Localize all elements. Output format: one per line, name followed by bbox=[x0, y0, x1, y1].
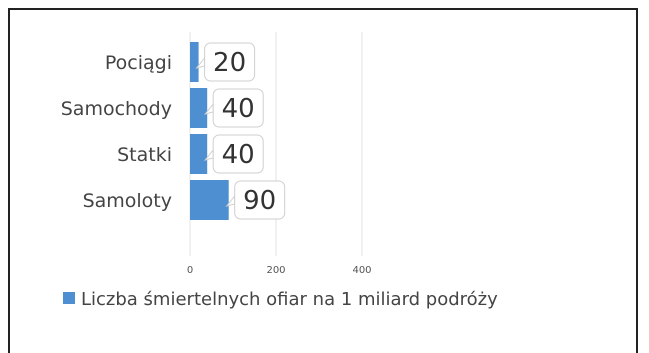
callout-box bbox=[234, 180, 286, 220]
data-label-callout: 20 bbox=[195, 42, 256, 82]
bar bbox=[190, 42, 199, 82]
category-label: Statki bbox=[117, 144, 172, 166]
category-labels: Pociągi Samochody Statki Samoloty bbox=[61, 52, 172, 212]
callout-box bbox=[204, 42, 256, 82]
x-tick-label: 400 bbox=[352, 265, 371, 276]
callout-box bbox=[212, 88, 264, 128]
category-label: Samoloty bbox=[83, 190, 172, 212]
category-label: Samochody bbox=[61, 98, 172, 120]
callout-box bbox=[212, 134, 264, 174]
x-tick-label: 200 bbox=[266, 265, 285, 276]
bar bbox=[190, 134, 208, 174]
legend-swatch bbox=[63, 292, 75, 304]
bars bbox=[190, 42, 229, 220]
data-label-callout: 40 bbox=[203, 88, 264, 128]
data-label-callout: 90 bbox=[225, 180, 286, 220]
category-label: Pociągi bbox=[105, 52, 172, 74]
data-label-callout: 40 bbox=[203, 134, 264, 174]
data-label: 20 bbox=[213, 48, 246, 78]
x-tick-label: 0 bbox=[187, 265, 193, 276]
x-axis-ticks: 0 200 400 bbox=[187, 265, 372, 276]
data-labels: 20 40 40 90 bbox=[195, 42, 286, 220]
data-label: 40 bbox=[222, 94, 255, 124]
data-label: 90 bbox=[243, 186, 276, 216]
bar bbox=[190, 180, 229, 220]
bar bbox=[190, 88, 208, 128]
chart-frame bbox=[8, 8, 638, 353]
legend: Liczba śmiertelnych ofiar na 1 miliard p… bbox=[63, 289, 498, 310]
data-label: 40 bbox=[222, 140, 255, 170]
legend-label: Liczba śmiertelnych ofiar na 1 miliard p… bbox=[81, 289, 498, 310]
